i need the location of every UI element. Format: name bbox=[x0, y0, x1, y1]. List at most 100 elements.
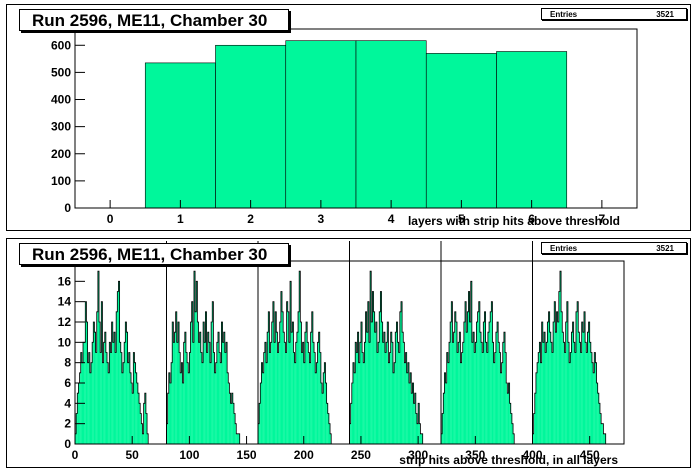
histogram-bar bbox=[533, 413, 535, 444]
histogram-bar bbox=[400, 301, 403, 444]
histogram-bar bbox=[356, 352, 358, 444]
histogram-bar bbox=[486, 352, 488, 444]
histogram-bar bbox=[260, 383, 262, 444]
histogram-bar bbox=[471, 342, 474, 444]
histogram-bar bbox=[280, 291, 283, 444]
histogram-bar bbox=[508, 383, 510, 444]
histogram-bar bbox=[181, 362, 183, 444]
plot-frame bbox=[74, 28, 638, 209]
histogram-bar bbox=[485, 342, 487, 444]
histogram-bar bbox=[176, 342, 178, 444]
histogram-bar bbox=[215, 44, 287, 209]
histogram-bar bbox=[604, 433, 606, 444]
histogram-bar bbox=[112, 342, 114, 444]
histogram-bar bbox=[407, 362, 410, 444]
histogram-bar bbox=[125, 322, 127, 444]
histogram-bar bbox=[236, 433, 238, 444]
histogram-bar bbox=[543, 332, 546, 444]
histogram-bar bbox=[375, 322, 377, 444]
histogram-bar bbox=[300, 322, 302, 444]
histogram-bar bbox=[494, 352, 496, 444]
histogram-bar bbox=[602, 423, 604, 444]
histogram-bar bbox=[206, 352, 208, 444]
histogram-bar bbox=[469, 322, 471, 444]
histogram-bar bbox=[506, 383, 508, 444]
histogram-bar bbox=[208, 342, 211, 444]
histogram-bar bbox=[467, 311, 469, 444]
histogram-bar bbox=[79, 372, 81, 444]
histogram-bar bbox=[585, 342, 587, 444]
histogram-bar bbox=[593, 372, 595, 444]
histogram-bar bbox=[171, 362, 173, 444]
histogram-bar bbox=[195, 311, 197, 444]
bottom-stats-box: Entries 3521 bbox=[541, 242, 687, 254]
histogram-bar bbox=[475, 342, 477, 444]
histogram-bar bbox=[580, 352, 582, 444]
bottom-stats-label: Entries bbox=[550, 244, 578, 253]
histogram-bar bbox=[468, 291, 470, 444]
histogram-bar bbox=[373, 311, 375, 444]
histogram-bar bbox=[203, 322, 205, 444]
histogram-bar bbox=[190, 322, 192, 444]
histogram-bar bbox=[76, 413, 78, 444]
histogram-bar bbox=[396, 322, 398, 444]
histogram-bar bbox=[237, 433, 239, 444]
histogram-bar bbox=[121, 372, 124, 444]
histogram-bar bbox=[565, 322, 567, 444]
histogram-bar bbox=[571, 332, 573, 444]
histogram-bar bbox=[412, 383, 414, 444]
histogram-bar bbox=[461, 352, 463, 444]
histogram-bar bbox=[487, 332, 490, 444]
histogram-bar bbox=[383, 332, 386, 444]
histogram-bar bbox=[505, 352, 507, 444]
histogram-bar bbox=[391, 342, 394, 444]
histogram-bar bbox=[140, 413, 142, 444]
histogram-bar bbox=[556, 311, 558, 444]
histogram-bar bbox=[509, 403, 511, 444]
x-tick-label: 300 bbox=[408, 448, 428, 462]
histogram-bar bbox=[277, 352, 279, 444]
histogram-outline bbox=[74, 270, 149, 444]
bottom-histogram-title: Run 2596, ME11, Chamber 30 bbox=[19, 243, 289, 265]
bottom-x-axis-label: strip hits above threshold, in all layer… bbox=[399, 453, 618, 467]
histogram-bar bbox=[173, 342, 175, 444]
x-tick-label: 400 bbox=[522, 448, 542, 462]
histogram-bar bbox=[558, 291, 560, 444]
histogram-bar bbox=[578, 332, 580, 444]
histogram-bar bbox=[127, 362, 129, 444]
histogram-bar bbox=[378, 342, 380, 444]
histogram-outline bbox=[257, 270, 332, 444]
histogram-bar bbox=[507, 393, 509, 444]
histogram-bar bbox=[484, 311, 486, 444]
histogram-bar bbox=[370, 271, 372, 444]
histogram-bar bbox=[205, 311, 207, 444]
histogram-bar bbox=[285, 40, 357, 209]
histogram-bar bbox=[131, 383, 133, 444]
histogram-bar bbox=[466, 332, 468, 444]
histogram-bar bbox=[191, 301, 193, 444]
histogram-bar bbox=[270, 342, 272, 444]
histogram-bar bbox=[538, 352, 540, 444]
histogram-bar bbox=[455, 322, 458, 444]
histogram-bar bbox=[292, 322, 294, 444]
histogram-bar bbox=[314, 352, 316, 444]
bottom-stats-value: 3521 bbox=[656, 244, 674, 253]
histogram-outline bbox=[532, 270, 607, 444]
histogram-outline bbox=[166, 270, 241, 444]
histogram-bar bbox=[282, 311, 284, 444]
histogram-bar bbox=[168, 372, 170, 444]
y-tick-label: 8 bbox=[64, 356, 71, 370]
y-tick-label: 300 bbox=[51, 120, 71, 134]
histogram-bar bbox=[327, 413, 329, 444]
histogram-bar bbox=[108, 372, 110, 444]
histogram-bar bbox=[220, 362, 222, 444]
histogram-bar bbox=[209, 362, 212, 444]
histogram-bar bbox=[276, 332, 278, 444]
x-tick-label: 5 bbox=[458, 212, 465, 226]
histogram-bar bbox=[179, 352, 181, 444]
histogram-bar bbox=[548, 311, 550, 444]
plot-frame bbox=[74, 260, 625, 445]
histogram-bar bbox=[174, 332, 176, 444]
histogram-bar bbox=[167, 393, 169, 444]
histogram-bar bbox=[303, 362, 305, 444]
